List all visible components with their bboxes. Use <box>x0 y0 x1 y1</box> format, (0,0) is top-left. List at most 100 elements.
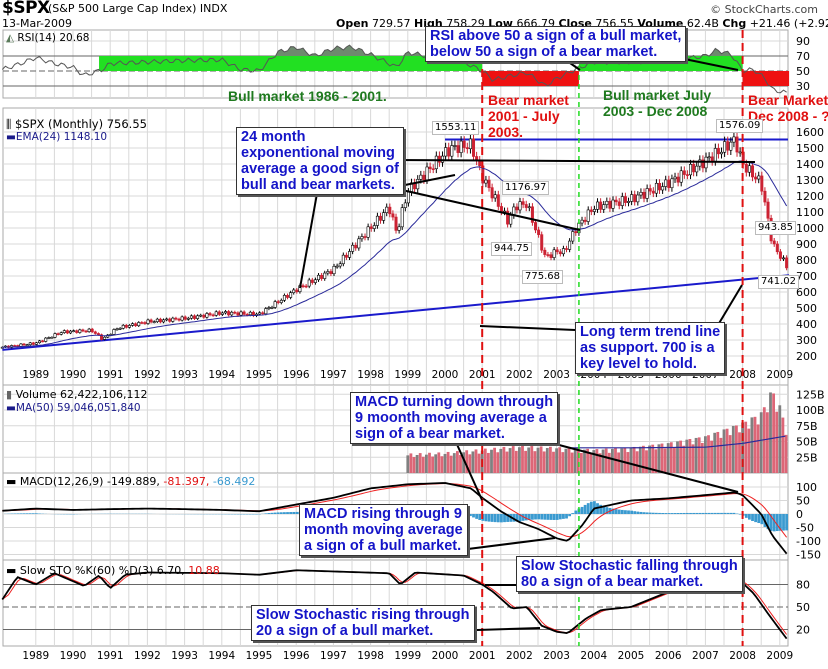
price-candle <box>388 206 392 215</box>
price-candle <box>329 271 333 275</box>
price-candle <box>499 206 503 212</box>
price-label-2008: 943.85 <box>755 221 796 235</box>
volume-bar <box>564 448 568 473</box>
macd-histogram-bar <box>670 513 674 514</box>
price-candle <box>69 330 73 334</box>
price-candle <box>62 330 66 333</box>
y-tick-label: 800 <box>796 254 817 267</box>
price-candle <box>695 165 699 173</box>
volume-bar <box>663 448 667 473</box>
volume-bar <box>570 452 574 473</box>
price-candle <box>189 315 193 319</box>
price-candle <box>682 170 686 175</box>
price-candle <box>372 225 376 229</box>
price-candle <box>323 272 327 279</box>
symbol-title: $SPX <box>2 0 50 18</box>
price-candle <box>236 312 240 316</box>
x-tick-label: 2008 <box>729 650 756 662</box>
macd-hist-value: -68.492 <box>212 475 256 488</box>
price-candle <box>112 329 116 335</box>
price-candle <box>605 200 609 205</box>
price-candle <box>81 329 85 332</box>
volume-bar <box>775 411 779 473</box>
volume-bar <box>607 452 611 473</box>
x-tick-label: 1992 <box>134 369 161 381</box>
price-candle <box>738 151 742 154</box>
price-candle <box>335 265 339 268</box>
price-candle <box>78 329 82 333</box>
price-candle <box>617 201 621 206</box>
bear-zone <box>742 71 790 86</box>
price-candle <box>13 345 17 347</box>
volume-bar <box>586 448 589 473</box>
macd-up-callout: MACD rising through 9 month moving averag… <box>299 504 468 556</box>
y-tick-label: 1100 <box>796 206 824 219</box>
macd-histogram-bar <box>273 512 277 514</box>
stoch-down-callout: Slow Stochastic falling through 80 a sign… <box>516 556 743 592</box>
price-candle <box>720 151 724 155</box>
volume-bar <box>735 425 738 473</box>
y-tick-label: 100B <box>796 404 825 417</box>
x-tick-label: 1996 <box>283 650 310 662</box>
volume-bar <box>418 453 422 473</box>
price-candle <box>565 248 569 250</box>
macd-histogram-bar <box>785 514 789 531</box>
y-tick-label: 700 <box>796 270 817 283</box>
price-candle <box>664 179 668 187</box>
price-candle <box>338 263 342 267</box>
macd-histogram-bar <box>775 514 779 532</box>
bull-market-2-label: Bull market July 2003 - Dec 2008 <box>603 87 712 119</box>
volume-bar <box>589 453 593 473</box>
volume-bar <box>518 447 521 473</box>
price-candle <box>561 248 565 255</box>
price-candle <box>397 226 401 231</box>
ema-24-line <box>2 160 788 348</box>
x-tick-label: 1995 <box>246 650 273 662</box>
macd-histogram-bar <box>772 514 776 532</box>
volume-bar <box>682 445 686 473</box>
price-candle <box>521 201 525 205</box>
volume-bar <box>632 446 636 473</box>
volume-bar <box>542 451 546 473</box>
price-candle <box>689 164 693 176</box>
price-candle <box>673 176 677 180</box>
macd-histogram-bar <box>493 514 497 523</box>
volume-bar <box>561 452 565 473</box>
macd-histogram-bar <box>704 512 708 514</box>
volume-bar <box>645 450 648 473</box>
x-tick-label: 1991 <box>97 369 124 381</box>
macd-histogram-bar <box>751 514 754 521</box>
volume-bar <box>425 454 428 473</box>
macd-histogram-bar <box>676 513 680 514</box>
macd-histogram-bar <box>673 513 677 514</box>
price-candle <box>425 166 429 181</box>
macd-histogram-bar <box>28 513 32 514</box>
price-candle <box>261 312 265 315</box>
x-tick-label: 2000 <box>432 650 459 662</box>
price-candle <box>658 182 662 191</box>
macd-histogram-bar <box>565 514 568 519</box>
x-tick-label: 2003 <box>543 650 570 662</box>
volume-bar <box>676 441 679 473</box>
volume-bar <box>747 428 751 473</box>
long-term-trendline <box>2 274 790 351</box>
rsi-icon: ◭ <box>6 32 15 44</box>
x-tick-label: 2003 <box>543 369 570 381</box>
volume-bar <box>629 447 633 473</box>
price-candle <box>143 322 147 324</box>
price-candle <box>428 166 432 170</box>
volume-bar <box>428 452 431 473</box>
volume-bar <box>567 447 571 473</box>
price-candle <box>65 330 69 334</box>
pointer-line <box>479 325 576 331</box>
volume-bar <box>666 443 670 473</box>
price-candle <box>363 236 367 238</box>
price-candle <box>59 332 63 335</box>
price-candle <box>276 301 280 303</box>
price-candle <box>19 343 23 347</box>
volume-bar <box>573 449 577 473</box>
price-candle <box>543 249 547 255</box>
bear-market-1-label: Bear market 2001 - July 2003. <box>488 92 569 140</box>
volume-bar <box>549 446 552 473</box>
price-candle <box>596 201 600 210</box>
